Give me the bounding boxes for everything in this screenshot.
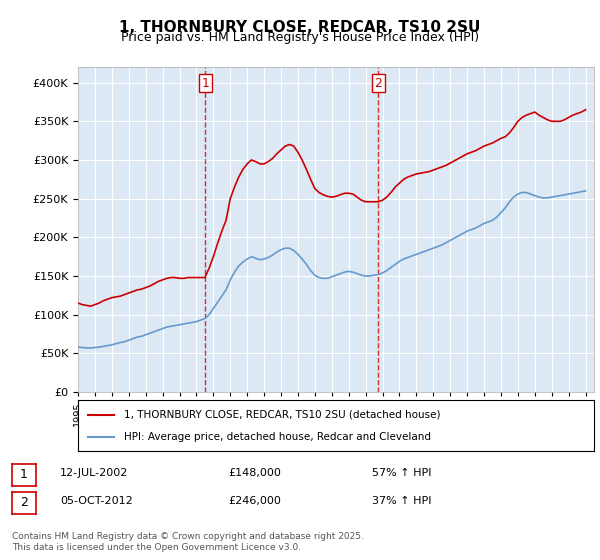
Text: 12-JUL-2002: 12-JUL-2002 [60, 468, 128, 478]
Text: £148,000: £148,000 [228, 468, 281, 478]
Text: 2: 2 [374, 77, 382, 90]
Text: Contains HM Land Registry data © Crown copyright and database right 2025.
This d: Contains HM Land Registry data © Crown c… [12, 532, 364, 552]
Text: 1, THORNBURY CLOSE, REDCAR, TS10 2SU: 1, THORNBURY CLOSE, REDCAR, TS10 2SU [119, 20, 481, 35]
Text: 2: 2 [20, 496, 28, 510]
Text: Price paid vs. HM Land Registry's House Price Index (HPI): Price paid vs. HM Land Registry's House … [121, 31, 479, 44]
Text: 57% ↑ HPI: 57% ↑ HPI [372, 468, 431, 478]
Text: 1, THORNBURY CLOSE, REDCAR, TS10 2SU (detached house): 1, THORNBURY CLOSE, REDCAR, TS10 2SU (de… [124, 409, 441, 419]
Text: HPI: Average price, detached house, Redcar and Cleveland: HPI: Average price, detached house, Redc… [124, 432, 431, 442]
Text: £246,000: £246,000 [228, 496, 281, 506]
Text: 37% ↑ HPI: 37% ↑ HPI [372, 496, 431, 506]
Text: 1: 1 [202, 77, 209, 90]
Text: 1: 1 [20, 468, 28, 482]
Text: 05-OCT-2012: 05-OCT-2012 [60, 496, 133, 506]
